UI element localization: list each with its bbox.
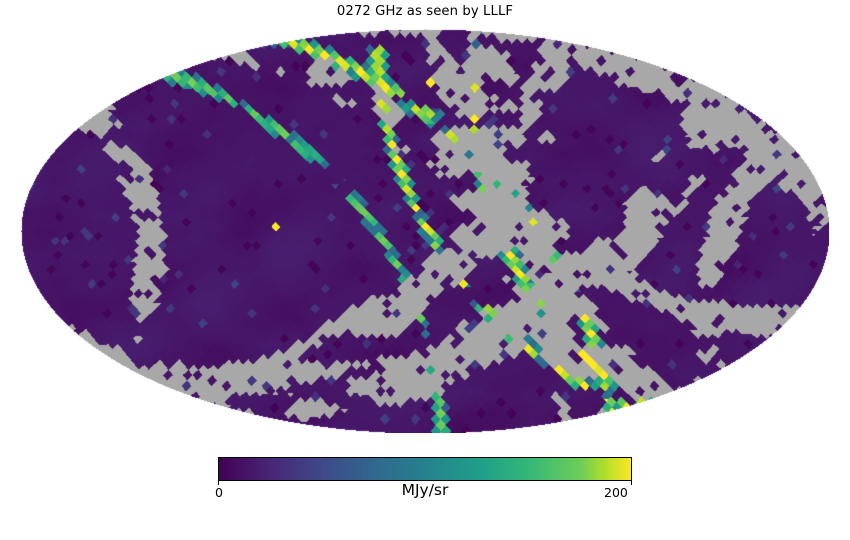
colorbar-min-label: 0 bbox=[215, 485, 223, 500]
mollweide-healpix-map bbox=[21, 29, 829, 433]
colorbar-max-label: 200 bbox=[604, 485, 628, 500]
sky-map bbox=[21, 29, 829, 433]
colorbar-tick-max bbox=[631, 481, 632, 485]
colorbar-gradient bbox=[219, 458, 631, 480]
colorbar-bar[interactable] bbox=[218, 457, 632, 481]
colorbar[interactable]: 0 200 MJy/sr bbox=[215, 457, 632, 503]
colorbar-tick-min bbox=[218, 481, 219, 485]
colorbar-unit-label: MJy/sr bbox=[401, 481, 449, 499]
page-title: 0272 GHz as seen by LLLF bbox=[336, 4, 514, 19]
